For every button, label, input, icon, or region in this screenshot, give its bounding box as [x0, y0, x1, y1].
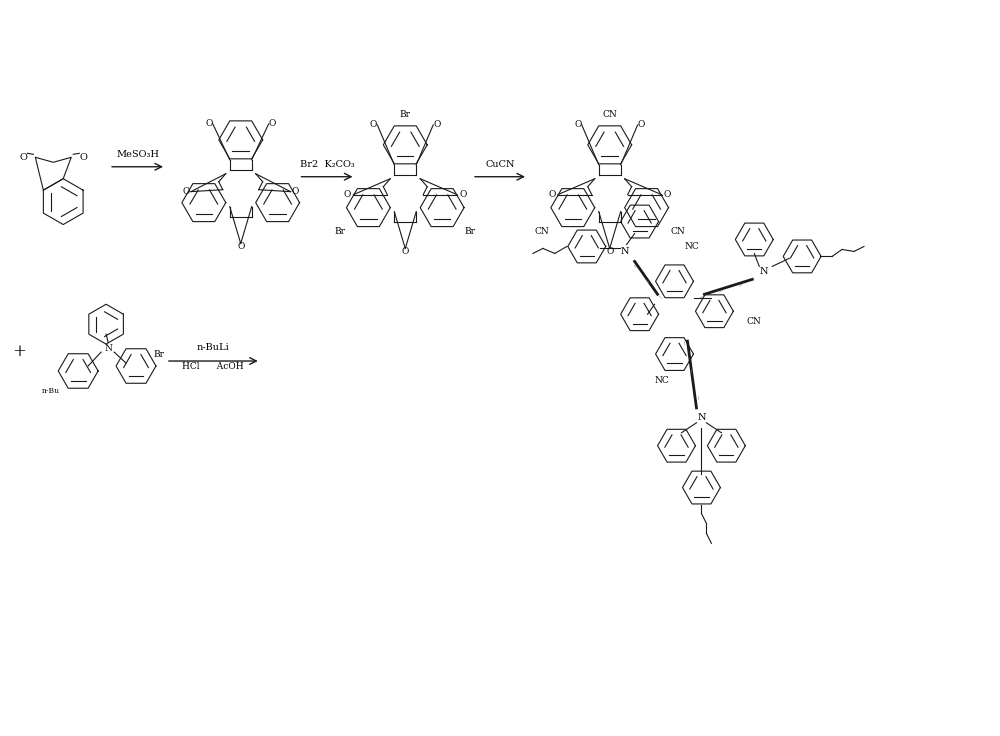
- Text: N: N: [620, 247, 629, 256]
- Text: O: O: [370, 121, 377, 130]
- Text: O: O: [433, 121, 441, 130]
- Text: O: O: [205, 119, 212, 128]
- Text: n-Bu: n-Bu: [42, 387, 60, 395]
- Text: O: O: [292, 187, 299, 197]
- Text: Br: Br: [400, 110, 411, 119]
- Text: CN: CN: [602, 110, 617, 119]
- Text: CuCN: CuCN: [485, 160, 515, 169]
- Text: CN: CN: [670, 227, 685, 236]
- Text: O: O: [182, 187, 190, 197]
- Text: Br: Br: [153, 350, 164, 358]
- Text: O: O: [402, 247, 409, 256]
- Text: O: O: [548, 190, 556, 199]
- Text: MeSO₃H: MeSO₃H: [116, 150, 159, 159]
- Text: O: O: [79, 153, 87, 162]
- Text: n-BuLi: n-BuLi: [197, 342, 230, 352]
- Text: CN: CN: [535, 227, 549, 236]
- Text: N: N: [760, 267, 769, 276]
- Text: N: N: [697, 414, 706, 422]
- Text: CN: CN: [747, 316, 762, 325]
- Text: O: O: [606, 247, 613, 256]
- Text: N: N: [104, 344, 112, 353]
- Text: O: O: [459, 190, 467, 199]
- Text: O: O: [344, 190, 351, 199]
- Text: O: O: [574, 121, 581, 130]
- Text: Br: Br: [465, 227, 476, 236]
- Text: O: O: [237, 242, 244, 251]
- Text: +: +: [12, 342, 26, 360]
- Text: NC: NC: [654, 376, 669, 386]
- Text: HCl      AcOH: HCl AcOH: [182, 361, 244, 370]
- Text: Br2  K₂CO₃: Br2 K₂CO₃: [300, 160, 354, 169]
- Text: O: O: [664, 190, 671, 199]
- Text: O: O: [638, 121, 645, 130]
- Text: Br: Br: [335, 227, 346, 236]
- Text: NC: NC: [684, 242, 699, 251]
- Text: O: O: [269, 119, 276, 128]
- Text: O: O: [19, 153, 27, 162]
